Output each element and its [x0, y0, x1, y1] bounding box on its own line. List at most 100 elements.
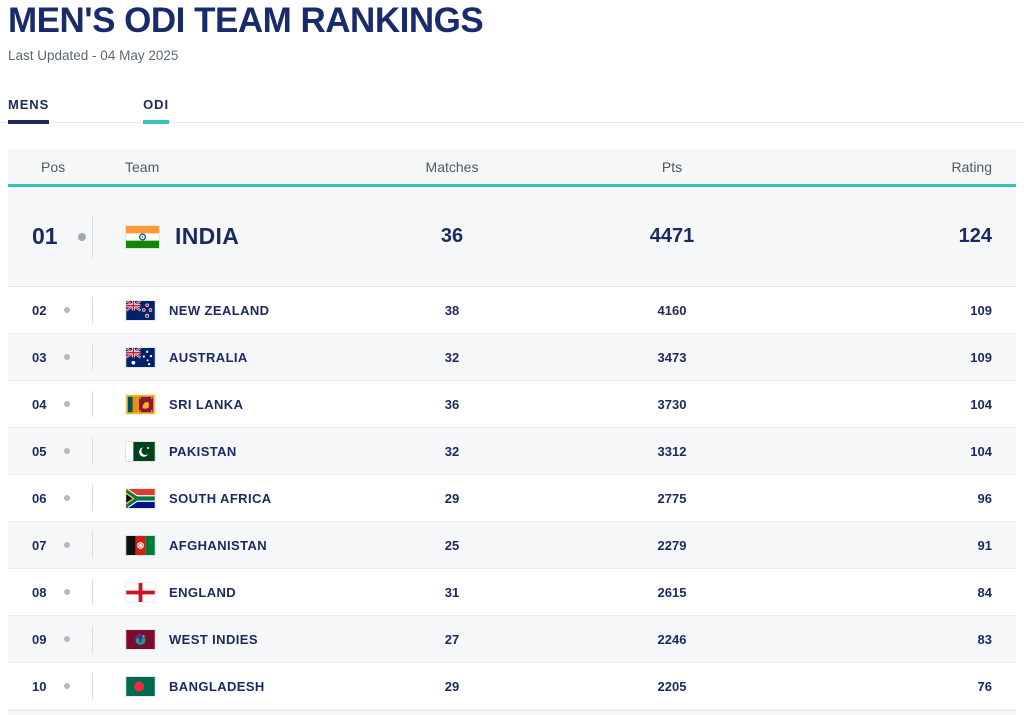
table-row-australia[interactable]: 03 AUSTRALIA 32 3473 109 [8, 334, 1016, 381]
matches-cell: 31 [444, 584, 460, 600]
rating-cell: 96 [977, 490, 992, 506]
position-cell: 01 [32, 223, 92, 250]
team-cell: SRI LANKA [92, 381, 372, 427]
position-number: 08 [32, 584, 47, 600]
rank-trend-dot [64, 542, 70, 548]
team-cell: AFGHANISTAN [92, 522, 372, 568]
rating-cell: 76 [977, 678, 992, 694]
team-name: SOUTH AFRICA [169, 490, 272, 506]
flag-afghanistan-icon [126, 535, 155, 555]
matches-cell: 32 [444, 443, 460, 459]
rating-cell: 91 [977, 537, 992, 553]
team-cell: NEW ZEALAND [92, 287, 372, 333]
team-cell: PAKISTAN [92, 428, 372, 474]
team-name: BANGLADESH [169, 678, 265, 694]
rating-cell: 104 [970, 443, 992, 459]
flag-australia-icon [126, 347, 155, 367]
table-row-india[interactable]: 01 INDIA 36 4471 124 [8, 187, 1016, 287]
tab-odi[interactable]: ODI [143, 97, 169, 124]
table-row-partial [8, 710, 1016, 715]
position-number: 09 [32, 631, 47, 647]
rating-cell: 104 [970, 396, 992, 412]
position-number: 06 [32, 490, 47, 506]
tab-mens-label: MENS [8, 97, 50, 112]
position-number: 05 [32, 443, 47, 459]
pts-cell: 2205 [657, 678, 687, 694]
matches-cell: 38 [444, 302, 460, 318]
pts-cell: 2615 [657, 584, 687, 600]
rank-trend-dot [64, 683, 70, 689]
matches-cell: 36 [440, 225, 464, 247]
pts-cell: 3730 [657, 396, 687, 412]
rank-trend-dot [64, 495, 70, 501]
pts-cell: 3312 [657, 443, 687, 459]
table-row-south-africa[interactable]: 06 SOUTH AFRICA 29 2775 96 [8, 475, 1016, 522]
col-header-rating: Rating [951, 158, 992, 175]
team-cell: SOUTH AFRICA [92, 475, 372, 521]
table-row-west-indies[interactable]: 09 WEST INDIES 27 2246 83 [8, 616, 1016, 663]
rank-trend-dot [64, 401, 70, 407]
table-row-new-zealand[interactable]: 02 NEW ZEALAND 38 4160 109 [8, 287, 1016, 334]
pts-cell: 3473 [657, 349, 687, 365]
rank-trend-dot [64, 448, 70, 454]
team-cell: WEST INDIES [92, 616, 372, 662]
filter-tabs: MENS ODI [0, 97, 1024, 124]
position-cell: 06 [32, 491, 92, 506]
table-row-pakistan[interactable]: 05 PAKISTAN 32 3312 104 [8, 428, 1016, 475]
team-name: NEW ZEALAND [169, 302, 270, 318]
rating-cell: 109 [970, 349, 992, 365]
table-row-england[interactable]: 08 ENGLAND 31 2615 84 [8, 569, 1016, 616]
rank-trend-dot [64, 354, 70, 360]
rankings-table: Pos Team Matches Pts Rating 01 INDIA 36 … [8, 149, 1016, 715]
col-header-team: Team [125, 158, 160, 175]
rating-cell: 109 [970, 302, 992, 318]
matches-cell: 36 [444, 396, 460, 412]
matches-cell: 25 [444, 537, 460, 553]
position-cell: 05 [32, 444, 92, 459]
position-cell: 04 [32, 397, 92, 412]
rating-cell: 83 [977, 631, 992, 647]
rank-trend-dot [78, 232, 86, 241]
matches-cell: 29 [444, 678, 460, 694]
matches-cell: 27 [444, 631, 460, 647]
team-cell: BANGLADESH [92, 663, 372, 709]
team-cell: INDIA [92, 187, 372, 286]
team-cell: ENGLAND [92, 569, 372, 615]
last-updated-text: Last Updated - 04 May 2025 [8, 48, 179, 63]
table-row-afghanistan[interactable]: 07 AFGHANISTAN 25 2279 91 [8, 522, 1016, 569]
pts-cell: 2775 [657, 490, 687, 506]
flag-south-africa-icon [126, 488, 155, 508]
team-name: PAKISTAN [169, 443, 237, 459]
rank-trend-dot [64, 589, 70, 595]
tab-mens[interactable]: MENS [8, 97, 50, 124]
flag-west-indies-icon [126, 629, 155, 649]
pts-cell: 4160 [657, 302, 687, 318]
team-name: AUSTRALIA [169, 349, 248, 365]
position-number: 01 [32, 223, 58, 249]
tab-odi-label: ODI [143, 97, 169, 112]
flag-bangladesh-icon [126, 676, 155, 696]
col-header-pts: Pts [661, 158, 683, 175]
position-number: 03 [32, 349, 47, 365]
position-cell: 10 [32, 679, 92, 694]
team-name: AFGHANISTAN [169, 537, 268, 553]
rank-trend-dot [64, 636, 70, 642]
matches-cell: 32 [444, 349, 460, 365]
flag-new-zealand-icon [126, 300, 155, 320]
rank-trend-dot [64, 307, 70, 313]
team-name: ENGLAND [169, 584, 237, 600]
team-cell: AUSTRALIA [92, 334, 372, 380]
col-header-pos: Pos [41, 158, 66, 175]
matches-cell: 29 [444, 490, 460, 506]
table-row-bangladesh[interactable]: 10 BANGLADESH 29 2205 76 [8, 663, 1016, 710]
flag-india-icon [126, 225, 159, 248]
flag-pakistan-icon [126, 441, 155, 461]
rating-cell: 84 [977, 584, 992, 600]
position-cell: 09 [32, 632, 92, 647]
table-row-sri-lanka[interactable]: 04 SRI LANKA 36 3730 104 [8, 381, 1016, 428]
col-header-matches: Matches [425, 158, 479, 175]
position-cell: 03 [32, 350, 92, 365]
team-name: WEST INDIES [169, 631, 258, 647]
position-number: 02 [32, 302, 47, 318]
